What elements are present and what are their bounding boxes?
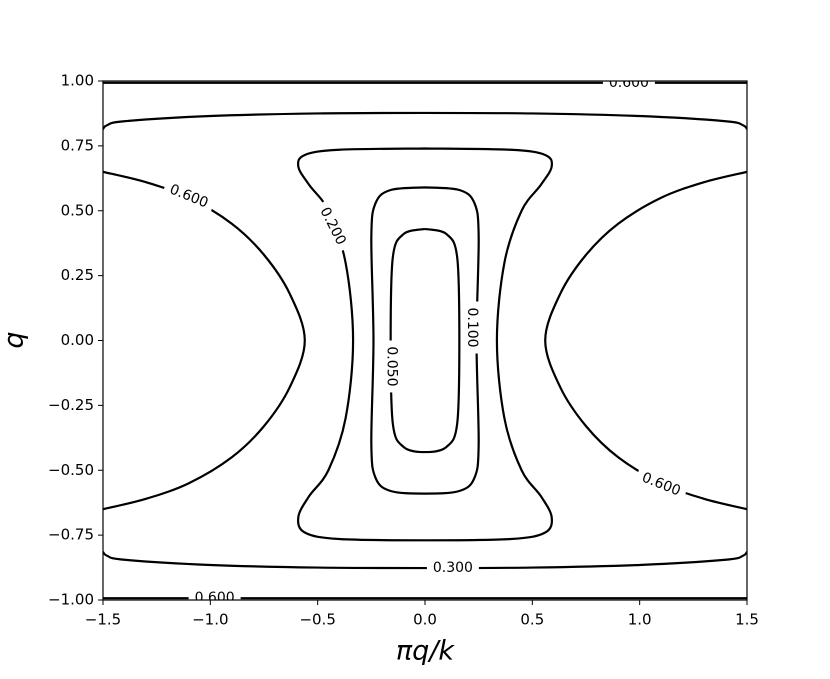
- contour-label-bg: [426, 560, 479, 577]
- contour-label-group: 0.600: [188, 590, 241, 606]
- contour-label-group: 0.200: [313, 199, 352, 254]
- x-tick-label: −0.5: [299, 611, 335, 629]
- contour-line: [296, 147, 554, 542]
- contour-label-bg: [464, 301, 481, 354]
- contour-line: [389, 227, 461, 454]
- y-tick-label: 0.50: [61, 201, 94, 219]
- y-axis-label: q: [0, 331, 30, 348]
- contour-label: 0.200: [316, 205, 348, 248]
- y-tick-label: 0.00: [61, 331, 94, 349]
- contour-label: 0.600: [167, 182, 210, 212]
- contour-label-bg: [383, 340, 400, 393]
- y-tick-label: −1.00: [48, 591, 94, 609]
- contour-label-bg: [188, 590, 241, 600]
- contour-line: [544, 170, 747, 511]
- contour-label: 0.600: [640, 470, 683, 500]
- contour-line: [103, 111, 747, 130]
- contour-line: [103, 551, 747, 570]
- x-tick-label: −1.5: [85, 611, 121, 629]
- contour-label-bg: [161, 179, 216, 214]
- contour-label: 0.600: [609, 75, 649, 91]
- y-tick-label: −0.25: [48, 396, 94, 414]
- contour-label-bg: [634, 467, 689, 502]
- contour-line: [370, 186, 480, 495]
- y-tick-label: 1.00: [61, 72, 94, 90]
- y-tick-label: −0.50: [48, 461, 94, 479]
- x-tick-label: 1.5: [735, 611, 759, 629]
- x-axis-label: πq/k: [396, 636, 455, 667]
- x-tick-label: −1.0: [192, 611, 228, 629]
- plot-frame: [102, 80, 748, 601]
- x-tick-label: 0.0: [413, 611, 437, 629]
- contour-label-group: 0.600: [634, 467, 689, 502]
- contour-label-group: 0.600: [161, 179, 216, 214]
- contour-label: 0.050: [384, 346, 400, 386]
- contour-label-group: 0.300: [426, 560, 479, 577]
- contour-label-bg: [602, 81, 655, 91]
- x-tick-label: 1.0: [628, 611, 652, 629]
- y-tick-label: 0.25: [61, 266, 94, 284]
- contour-label-group: 0.600: [602, 75, 655, 91]
- contour-label: 0.300: [433, 560, 473, 576]
- x-tick-label: 0.5: [520, 611, 544, 629]
- contour-label-group: 0.100: [464, 301, 481, 354]
- contour-label-group: 0.050: [383, 340, 400, 393]
- contour-label: 0.600: [195, 590, 235, 606]
- contour-label: 0.100: [464, 307, 480, 347]
- contour-label-bg: [313, 199, 352, 254]
- y-tick-label: 0.75: [61, 136, 94, 154]
- y-tick-label: −0.75: [48, 526, 94, 544]
- contour-line: [103, 170, 306, 511]
- plot-area: 0.050 0.100 0.200 0.300 0.600 0.600 0.600 0.600: [103, 75, 747, 606]
